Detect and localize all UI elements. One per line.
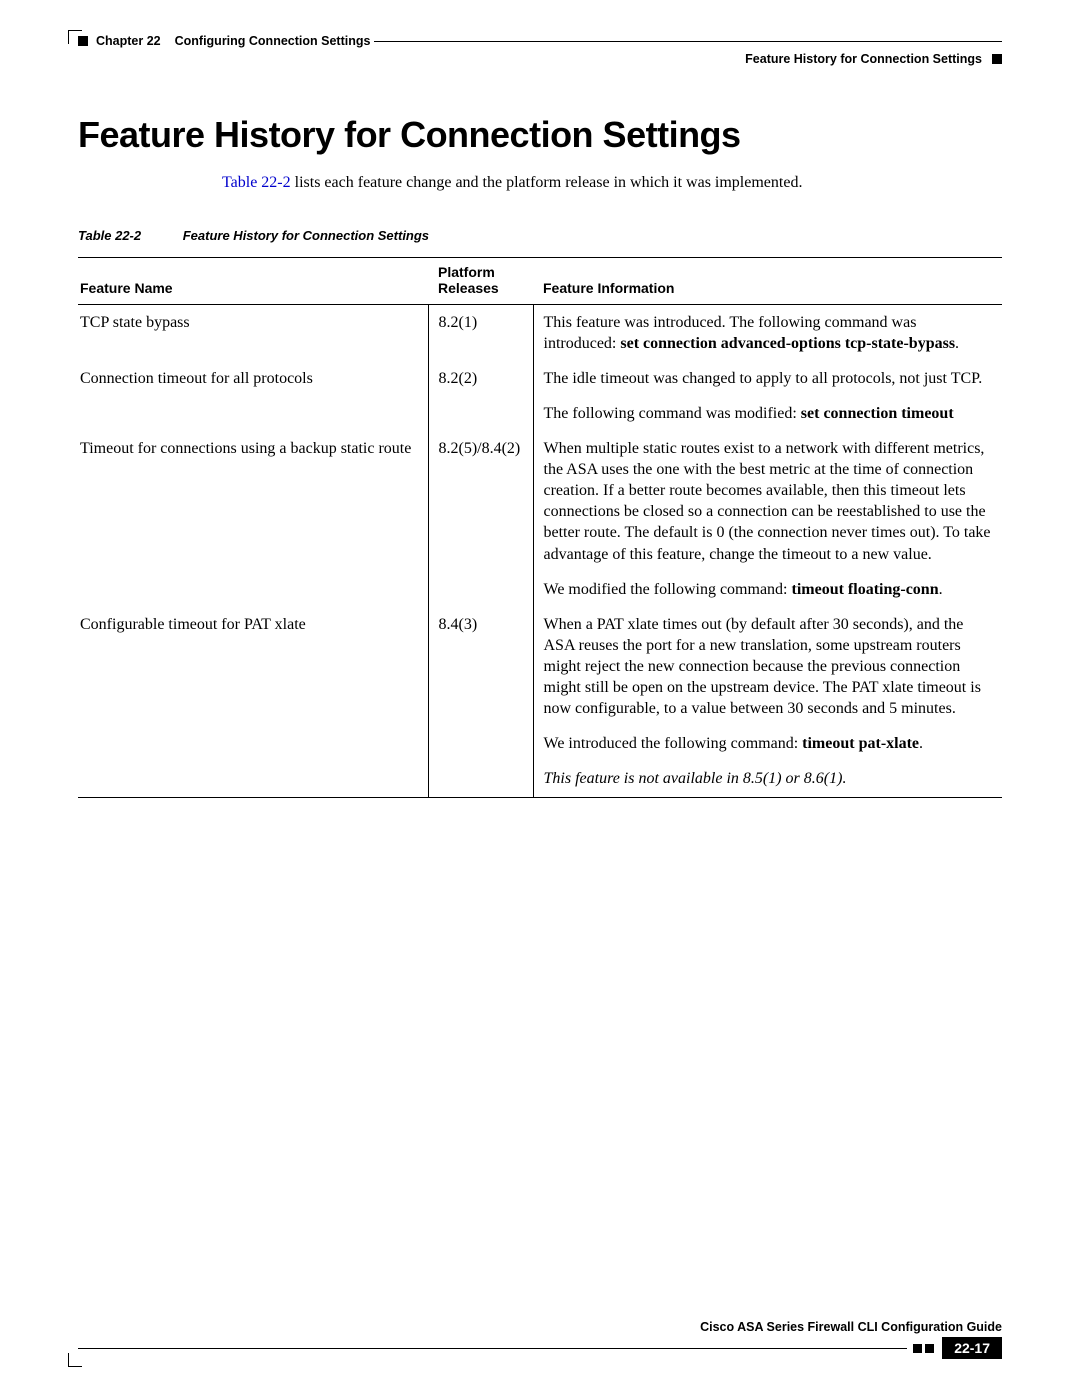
footer-guide-title: Cisco ASA Series Firewall CLI Configurat… (78, 1320, 1002, 1334)
col-header-platform-releases: Platform Releases (428, 257, 533, 304)
cell-feature-name: Connection timeout for all protocols (78, 361, 428, 431)
table-number: Table 22-2 (78, 228, 141, 243)
table-row: Configurable timeout for PAT xlate 8.4(3… (78, 607, 1002, 797)
cell-feature-name: Timeout for connections using a backup s… (78, 431, 428, 607)
col-header-feature-info: Feature Information (533, 257, 1002, 304)
cell-release: 8.2(2) (428, 361, 533, 431)
page-title: Feature History for Connection Settings (78, 114, 1002, 156)
col-header-platform-l2: Releases (438, 280, 499, 296)
page-container: Chapter 22 Configuring Connection Settin… (0, 0, 1080, 1397)
table-row: TCP state bypass 8.2(1) This feature was… (78, 304, 1002, 361)
cell-info: This feature was introduced. The followi… (533, 304, 1002, 361)
header-rule (374, 41, 1002, 42)
cell-feature-name: TCP state bypass (78, 304, 428, 361)
cell-release: 8.2(5)/8.4(2) (428, 431, 533, 607)
col-header-platform-l1: Platform (438, 264, 495, 280)
cell-info: When multiple static routes exist to a n… (533, 431, 1002, 607)
cell-release: 8.2(1) (428, 304, 533, 361)
chapter-title: Configuring Connection Settings (175, 34, 371, 48)
page-footer: Cisco ASA Series Firewall CLI Configurat… (78, 1320, 1002, 1359)
table-row: Timeout for connections using a backup s… (78, 431, 1002, 607)
subheader-square-icon (992, 54, 1002, 64)
table-caption-title: Feature History for Connection Settings (183, 228, 429, 243)
cell-release: 8.4(3) (428, 607, 533, 797)
footer-bar: 22-17 (78, 1337, 1002, 1359)
table-row: Connection timeout for all protocols 8.2… (78, 361, 1002, 431)
header-square-icon (78, 36, 88, 46)
page-number: 22-17 (954, 1340, 990, 1356)
running-header: Chapter 22 Configuring Connection Settin… (78, 34, 1002, 48)
col-header-feature-name: Feature Name (78, 257, 428, 304)
cell-feature-name: Configurable timeout for PAT xlate (78, 607, 428, 797)
table-header-row: Feature Name Platform Releases Feature I… (78, 257, 1002, 304)
cell-info: When a PAT xlate times out (by default a… (533, 607, 1002, 797)
intro-text: lists each feature change and the platfo… (291, 174, 803, 191)
section-title-header: Feature History for Connection Settings (745, 52, 982, 66)
footer-rule (78, 1337, 934, 1359)
table-body: TCP state bypass 8.2(1) This feature was… (78, 304, 1002, 797)
page-number-box: 22-17 (942, 1337, 1002, 1359)
intro-paragraph: Table 22-2 lists each feature change and… (222, 172, 1002, 194)
chapter-label: Chapter 22 (96, 34, 161, 48)
cell-info: The idle timeout was changed to apply to… (533, 361, 1002, 431)
running-subheader: Feature History for Connection Settings (78, 52, 1002, 66)
feature-history-table: Feature Name Platform Releases Feature I… (78, 257, 1002, 798)
footer-squares-icon (913, 1344, 934, 1353)
table-xref-link[interactable]: Table 22-2 (222, 174, 291, 191)
table-caption: Table 22-2 Feature History for Connectio… (78, 228, 1002, 243)
